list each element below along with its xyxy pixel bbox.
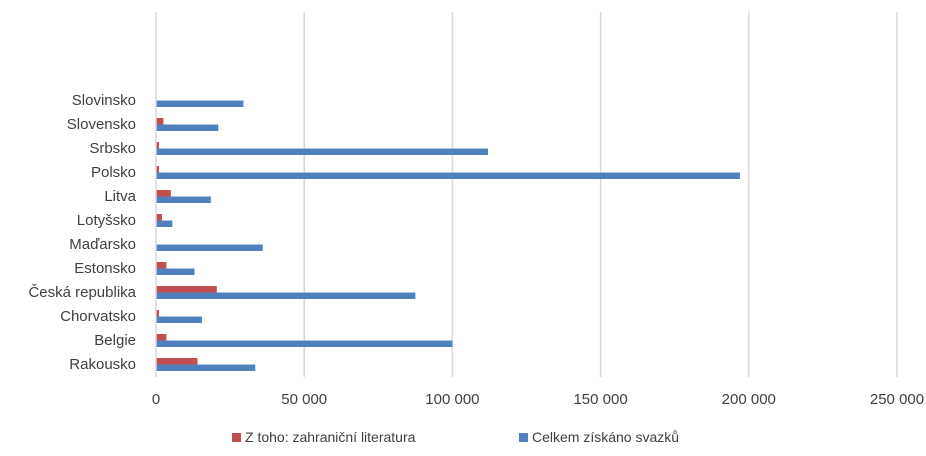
x-tick-labels: 0 50 000 100 000 150 000 200 000 250 000 <box>152 391 924 408</box>
bar-series-0 <box>156 334 167 341</box>
bar-series-1 <box>156 148 488 155</box>
category-label: Maďarsko <box>69 236 136 253</box>
x-tick-label: 150 000 <box>573 391 627 408</box>
bar-series-1 <box>156 196 211 203</box>
bar-series-1 <box>156 364 256 371</box>
category-label: Litva <box>104 188 136 205</box>
x-tick-label: 0 <box>152 391 160 408</box>
bar-series-0 <box>156 262 167 269</box>
bar-series-0 <box>156 358 198 365</box>
legend-label: Celkem získáno svazků <box>532 429 679 445</box>
legend-label: Z toho: zahraniční literatura <box>245 429 416 445</box>
category-label: Estonsko <box>74 260 136 277</box>
bar-series-1 <box>156 220 173 227</box>
bar-series-1 <box>156 268 195 275</box>
bar-series-0 <box>156 214 162 221</box>
category-label: Česká republika <box>28 284 136 301</box>
category-label: Belgie <box>94 332 136 349</box>
x-tick-label: 50 000 <box>281 391 327 408</box>
category-label: Srbsko <box>89 140 136 157</box>
bar-series-1 <box>156 340 453 347</box>
bar-series-0 <box>156 166 159 173</box>
bar-series-0 <box>156 190 171 197</box>
category-label: Polsko <box>91 164 136 181</box>
x-tick-label: 200 000 <box>722 391 776 408</box>
legend-swatch <box>232 433 241 442</box>
bar-series-1 <box>156 244 263 251</box>
bar-series-1 <box>156 172 740 179</box>
legend-swatch <box>519 433 528 442</box>
category-label: Slovinsko <box>72 92 136 109</box>
category-label: Rakousko <box>69 356 136 373</box>
bar-series-0 <box>156 310 159 317</box>
bar-series-1 <box>156 292 416 299</box>
bars <box>156 100 740 371</box>
gridlines <box>303 12 898 377</box>
x-tick-label: 100 000 <box>425 391 479 408</box>
category-labels: Rakousko Belgie Chorvatsko Česká republika E… <box>28 92 136 373</box>
category-label: Lotyšsko <box>77 212 136 229</box>
category-label: Slovensko <box>67 116 136 133</box>
x-tick-label: 250 000 <box>870 391 924 408</box>
bar-series-0 <box>156 286 217 293</box>
bar-series-0 <box>156 142 159 149</box>
bar-series-0 <box>156 118 164 125</box>
category-label: Chorvatsko <box>60 308 136 325</box>
bar-series-1 <box>156 100 244 107</box>
bar-series-1 <box>156 316 202 323</box>
legend: Z toho: zahraniční literatura Celkem získ… <box>232 429 679 445</box>
bar-series-1 <box>156 124 219 131</box>
